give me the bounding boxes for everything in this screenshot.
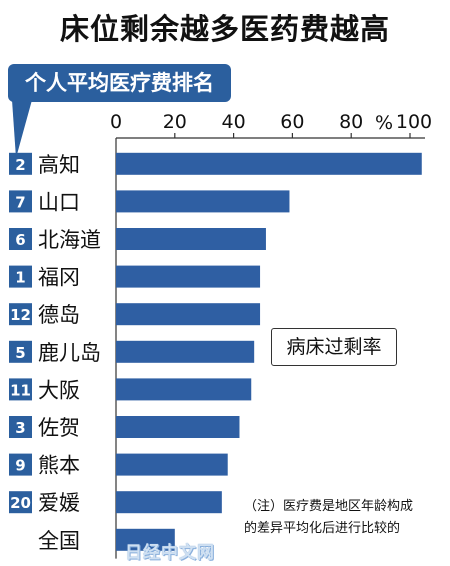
bar bbox=[116, 228, 266, 250]
ranking-legend-badge: 个人平均医疗费排名 bbox=[8, 64, 231, 102]
bar bbox=[116, 416, 240, 438]
bar bbox=[116, 528, 175, 551]
tick-label: 100 bbox=[396, 111, 432, 133]
category-label: 佐贺 bbox=[38, 416, 80, 440]
rank-badge bbox=[9, 378, 32, 401]
rank-number: 7 bbox=[15, 193, 25, 211]
tick-label: 80 bbox=[339, 111, 363, 133]
tick-label: 60 bbox=[280, 111, 304, 133]
rank-number: 6 bbox=[15, 231, 25, 249]
bar bbox=[116, 152, 422, 175]
bar bbox=[116, 378, 252, 401]
rank-number: 3 bbox=[15, 419, 25, 437]
rank-badge bbox=[9, 303, 32, 326]
watermark-logo: 日经中文网 bbox=[125, 543, 215, 563]
badge-pointer-icon bbox=[12, 100, 32, 158]
rank-number: 5 bbox=[15, 344, 25, 362]
footnote-line-2: 的差异平均化后进行比较的 bbox=[244, 521, 401, 536]
rank-number: 20 bbox=[10, 494, 31, 512]
footnote-line-1: （注）医疗费是地区年龄构成 bbox=[244, 499, 414, 514]
rank-number: 1 bbox=[15, 269, 25, 287]
rank-number: 2 bbox=[15, 156, 25, 174]
category-label: 福冈 bbox=[38, 266, 80, 290]
rank-badge bbox=[9, 340, 32, 363]
rank-badge bbox=[9, 416, 32, 438]
bar bbox=[116, 491, 222, 514]
percent-unit-label: % bbox=[375, 112, 394, 134]
bar bbox=[116, 265, 261, 288]
rank-number: 11 bbox=[10, 381, 31, 399]
tick-label: 40 bbox=[222, 111, 246, 133]
category-label: 高知 bbox=[38, 153, 80, 177]
overcapacity-annotation: 病床过剩率 bbox=[271, 328, 397, 366]
category-label: 大阪 bbox=[38, 378, 80, 402]
rank-badge bbox=[9, 265, 32, 288]
category-label: 爱媛 bbox=[38, 491, 80, 515]
rank-badge bbox=[9, 453, 32, 476]
bar bbox=[116, 303, 261, 326]
rank-badge bbox=[9, 190, 32, 213]
bar bbox=[116, 340, 255, 363]
footnote: （注）医疗费是地区年龄构成 的差异平均化后进行比较的 bbox=[244, 496, 444, 540]
rank-number: 9 bbox=[15, 457, 25, 475]
category-label: 鹿儿岛 bbox=[38, 341, 101, 365]
category-label: 山口 bbox=[38, 190, 80, 214]
chart-title: 床位剩余越多医药费越高 bbox=[59, 12, 390, 46]
tick-label: 20 bbox=[163, 111, 187, 133]
category-label: 德岛 bbox=[38, 303, 80, 327]
category-label: 北海道 bbox=[38, 228, 101, 252]
bar bbox=[116, 453, 228, 476]
rank-number: 12 bbox=[10, 306, 31, 324]
category-label: 熊本 bbox=[38, 454, 80, 478]
rank-badge bbox=[9, 228, 32, 250]
rank-badge bbox=[9, 491, 32, 514]
rank-badge bbox=[9, 152, 32, 175]
category-label: 全国 bbox=[38, 529, 80, 553]
tick-label: 0 bbox=[110, 111, 122, 133]
bar bbox=[116, 190, 290, 213]
